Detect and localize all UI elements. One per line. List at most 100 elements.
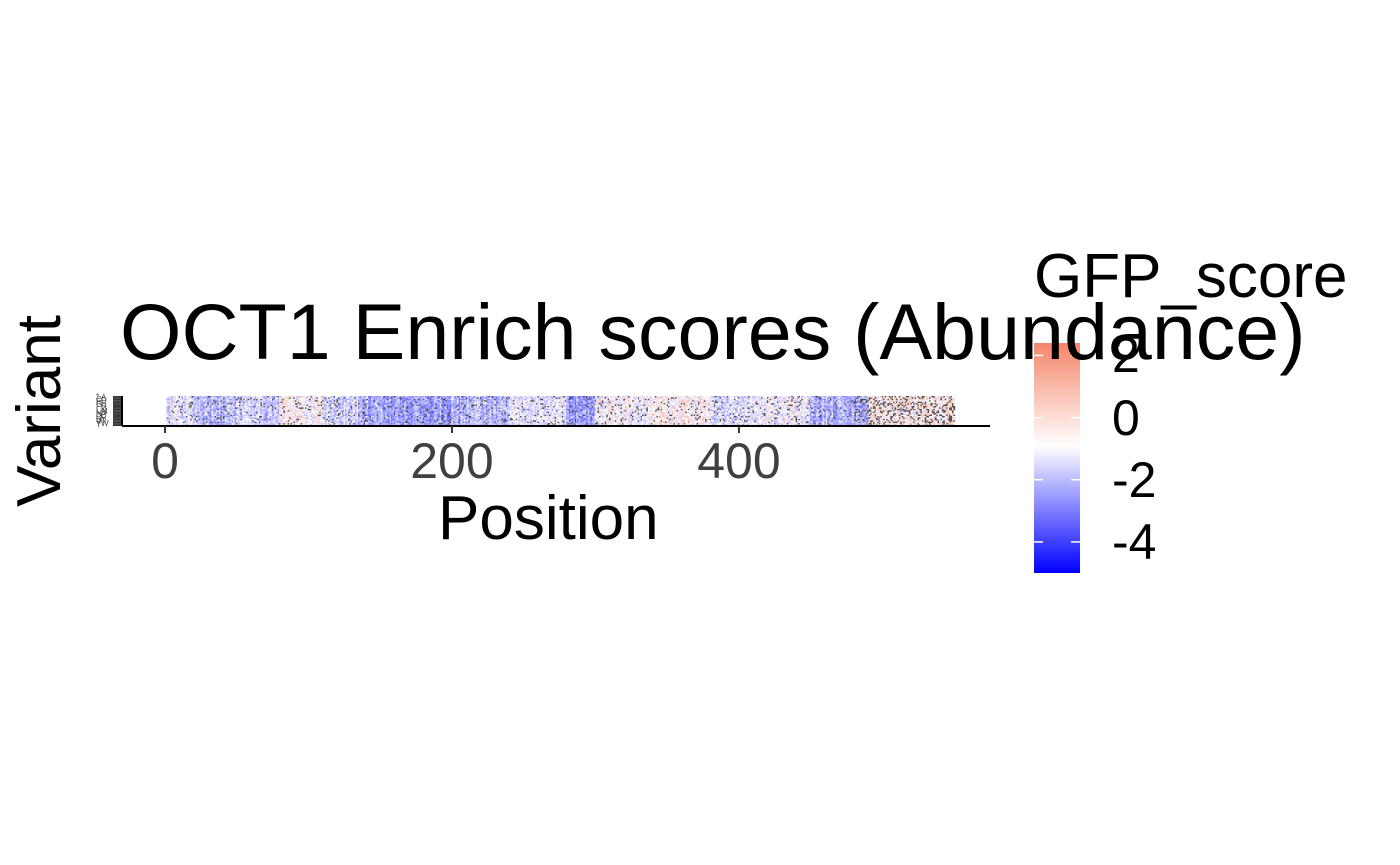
heatmap-cell — [208, 403, 211, 405]
heatmap-cell — [172, 407, 175, 409]
heatmap-cell — [184, 403, 187, 405]
heatmap-cell — [198, 400, 201, 402]
heatmap-cell — [203, 397, 205, 399]
heatmap-cell — [197, 410, 200, 412]
heatmap-cell — [217, 406, 220, 408]
heatmap-cell — [224, 396, 227, 398]
heatmap-cell — [167, 401, 169, 404]
heatmap-cell — [210, 406, 212, 408]
heatmap-cell — [214, 404, 217, 407]
heatmap-cell — [194, 418, 197, 421]
heatmap-cell — [226, 418, 228, 421]
heatmap-cell — [191, 401, 194, 404]
heatmap-cell — [195, 421, 198, 424]
heatmap-cell — [227, 410, 230, 412]
heatmap-cell — [200, 416, 202, 418]
heatmap-cell — [203, 411, 205, 414]
heatmap-cell — [228, 401, 231, 404]
heatmap-cell — [210, 408, 212, 411]
heatmap-cell — [227, 401, 230, 404]
heatmap-cell — [190, 411, 192, 414]
heatmap-cell — [217, 401, 220, 404]
heatmap-cell — [201, 396, 204, 398]
heatmap-cell — [178, 423, 181, 425]
heatmap-cell — [190, 408, 192, 411]
heatmap-cell — [175, 413, 178, 415]
heatmap-cell — [207, 397, 210, 399]
heatmap-cell — [170, 420, 172, 422]
heatmap-cell — [204, 400, 207, 402]
heatmap-cell — [175, 396, 178, 398]
heatmap-cell — [201, 397, 204, 399]
heatmap-cell — [208, 416, 211, 418]
heatmap-cell — [194, 414, 197, 417]
heatmap-cell — [172, 397, 175, 399]
heatmap-cell — [187, 407, 190, 409]
heatmap-cell — [200, 400, 202, 402]
heatmap-cell — [224, 408, 227, 411]
heatmap-cell — [195, 407, 198, 409]
heatmap-cell — [224, 421, 227, 424]
heatmap-cell — [198, 420, 201, 422]
heatmap-cell — [168, 418, 171, 421]
heatmap-cell — [168, 401, 171, 404]
heatmap-cell — [224, 406, 227, 408]
heatmap-cell — [201, 416, 204, 418]
heatmap-cell — [178, 418, 181, 421]
heatmap-cell — [188, 396, 191, 398]
heatmap-cell — [195, 414, 198, 417]
heatmap-cell — [204, 397, 207, 399]
heatmap-cell — [208, 398, 211, 401]
heatmap-cell — [210, 418, 212, 421]
heatmap-cell — [193, 398, 195, 401]
heatmap-cell — [171, 403, 174, 405]
heatmap-cell — [181, 403, 184, 405]
heatmap-cell — [177, 407, 179, 409]
heatmap-cell — [184, 420, 187, 422]
heatmap-cell — [214, 417, 217, 419]
heatmap-cell — [194, 410, 197, 412]
heatmap-cell — [218, 406, 221, 408]
heatmap-cell — [188, 403, 191, 405]
heatmap-cell — [178, 396, 181, 398]
heatmap-cell — [220, 410, 223, 412]
heatmap-cell — [208, 404, 211, 407]
heatmap-cell — [172, 398, 175, 401]
heatmap-cell — [210, 400, 212, 402]
heatmap-cell — [181, 418, 184, 421]
heatmap-cell — [168, 397, 171, 399]
heatmap-cell — [181, 420, 184, 422]
heatmap-cell — [180, 423, 182, 425]
heatmap-cell — [213, 411, 215, 414]
heatmap-cell — [180, 398, 182, 401]
heatmap-cell — [193, 421, 195, 424]
heatmap-cell — [177, 421, 179, 424]
heatmap-cell — [170, 423, 172, 425]
heatmap-cell — [185, 418, 188, 421]
heatmap-cell — [181, 407, 184, 409]
heatmap-cell — [187, 398, 190, 401]
heatmap-cell — [170, 400, 172, 402]
heatmap-cell — [167, 396, 169, 398]
heatmap-cell — [191, 400, 194, 402]
heatmap-cell — [170, 404, 172, 407]
heatmap-cell — [214, 420, 217, 422]
heatmap-cell — [177, 416, 179, 418]
heatmap-cell — [217, 400, 220, 402]
heatmap-cell — [190, 410, 192, 412]
heatmap-cell — [220, 416, 223, 418]
heatmap-cell — [187, 401, 190, 404]
heatmap-cell — [220, 397, 223, 399]
heatmap-cell — [203, 423, 205, 425]
heatmap-cell — [191, 421, 194, 424]
heatmap-cell — [200, 398, 202, 401]
heatmap-cell — [175, 404, 178, 407]
heatmap-cell — [194, 407, 197, 409]
heatmap-cell — [188, 423, 191, 425]
heatmap-cell — [227, 411, 230, 414]
heatmap-cell — [190, 400, 192, 402]
heatmap-cell — [172, 410, 175, 412]
heatmap-cell — [165, 423, 168, 425]
heatmap-cell — [177, 420, 179, 422]
heatmap-cell — [205, 416, 208, 418]
